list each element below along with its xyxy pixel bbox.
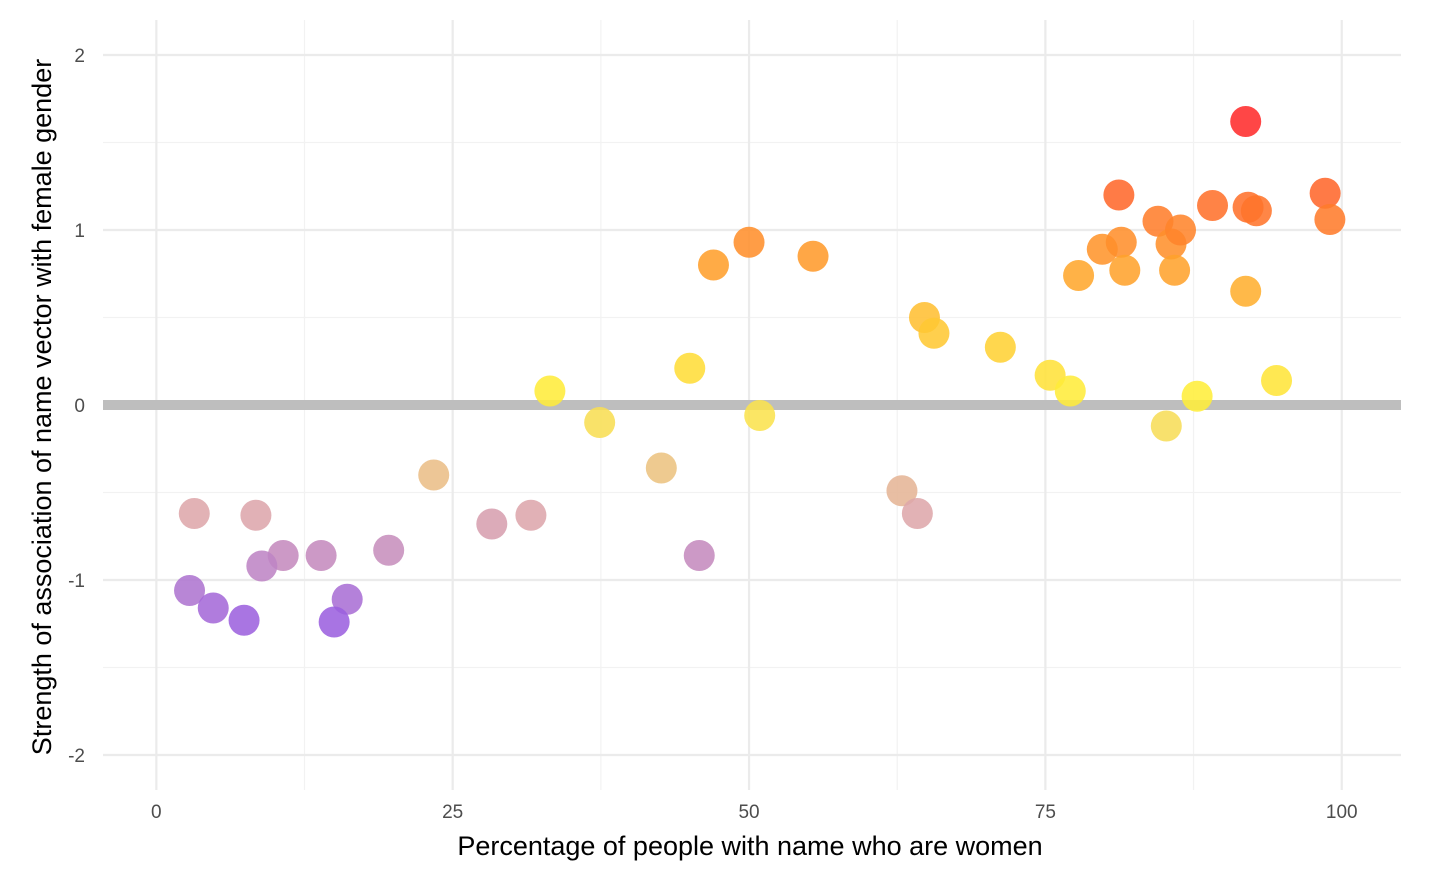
data-point bbox=[373, 534, 405, 566]
data-point bbox=[901, 498, 933, 529]
y-tick-label: 1 bbox=[74, 221, 85, 242]
x-tick-label: 0 bbox=[151, 802, 162, 823]
y-tick-label: 2 bbox=[74, 46, 85, 67]
data-point bbox=[1165, 214, 1197, 246]
data-point bbox=[515, 499, 547, 531]
data-point bbox=[1063, 260, 1095, 291]
data-point bbox=[584, 407, 616, 438]
data-point bbox=[246, 550, 278, 582]
data-point bbox=[697, 249, 729, 281]
data-point bbox=[1261, 365, 1293, 396]
data-point bbox=[1230, 106, 1262, 137]
data-point bbox=[476, 508, 508, 540]
y-tick-label: -2 bbox=[68, 746, 85, 767]
data-point bbox=[918, 317, 950, 349]
data-point bbox=[744, 400, 776, 431]
data-point bbox=[1314, 204, 1346, 235]
data-point bbox=[733, 226, 765, 258]
data-point bbox=[645, 452, 677, 484]
data-point bbox=[418, 459, 450, 491]
y-axis-tick-labels: -2 -1 0 1 2 bbox=[68, 46, 85, 767]
data-point bbox=[197, 592, 229, 624]
data-point bbox=[228, 604, 260, 636]
data-point bbox=[1309, 177, 1341, 209]
x-tick-label: 75 bbox=[1035, 802, 1056, 823]
x-tick-label: 50 bbox=[738, 802, 759, 823]
data-point bbox=[1230, 275, 1262, 307]
x-tick-label: 25 bbox=[442, 802, 463, 823]
data-point bbox=[1054, 375, 1086, 407]
y-tick-label: 0 bbox=[74, 396, 85, 417]
x-axis-tick-labels: 0 25 50 75 100 bbox=[151, 802, 1358, 823]
data-point bbox=[1105, 226, 1137, 258]
x-tick-label: 100 bbox=[1326, 802, 1358, 823]
data-points bbox=[174, 106, 1346, 638]
data-point bbox=[318, 606, 350, 638]
data-point bbox=[1181, 380, 1213, 412]
data-point bbox=[797, 240, 829, 272]
data-point bbox=[1103, 179, 1135, 211]
data-point bbox=[1159, 254, 1191, 286]
y-axis-title: Strength of association of name vector w… bbox=[27, 59, 57, 755]
data-point bbox=[674, 352, 706, 384]
data-point bbox=[240, 499, 272, 531]
data-point bbox=[1109, 254, 1141, 286]
y-tick-label: -1 bbox=[68, 571, 85, 592]
data-point bbox=[305, 540, 337, 571]
x-axis-title: Percentage of people with name who are w… bbox=[457, 831, 1042, 861]
data-point bbox=[1197, 190, 1229, 221]
data-point bbox=[1150, 410, 1182, 442]
data-point bbox=[331, 583, 363, 615]
data-point bbox=[178, 498, 210, 529]
data-point bbox=[534, 375, 566, 407]
data-point bbox=[886, 475, 918, 507]
data-point bbox=[1240, 195, 1272, 227]
data-point bbox=[984, 331, 1016, 363]
data-point bbox=[683, 540, 715, 571]
minor-gridlines bbox=[103, 20, 1401, 790]
data-point bbox=[174, 575, 206, 606]
